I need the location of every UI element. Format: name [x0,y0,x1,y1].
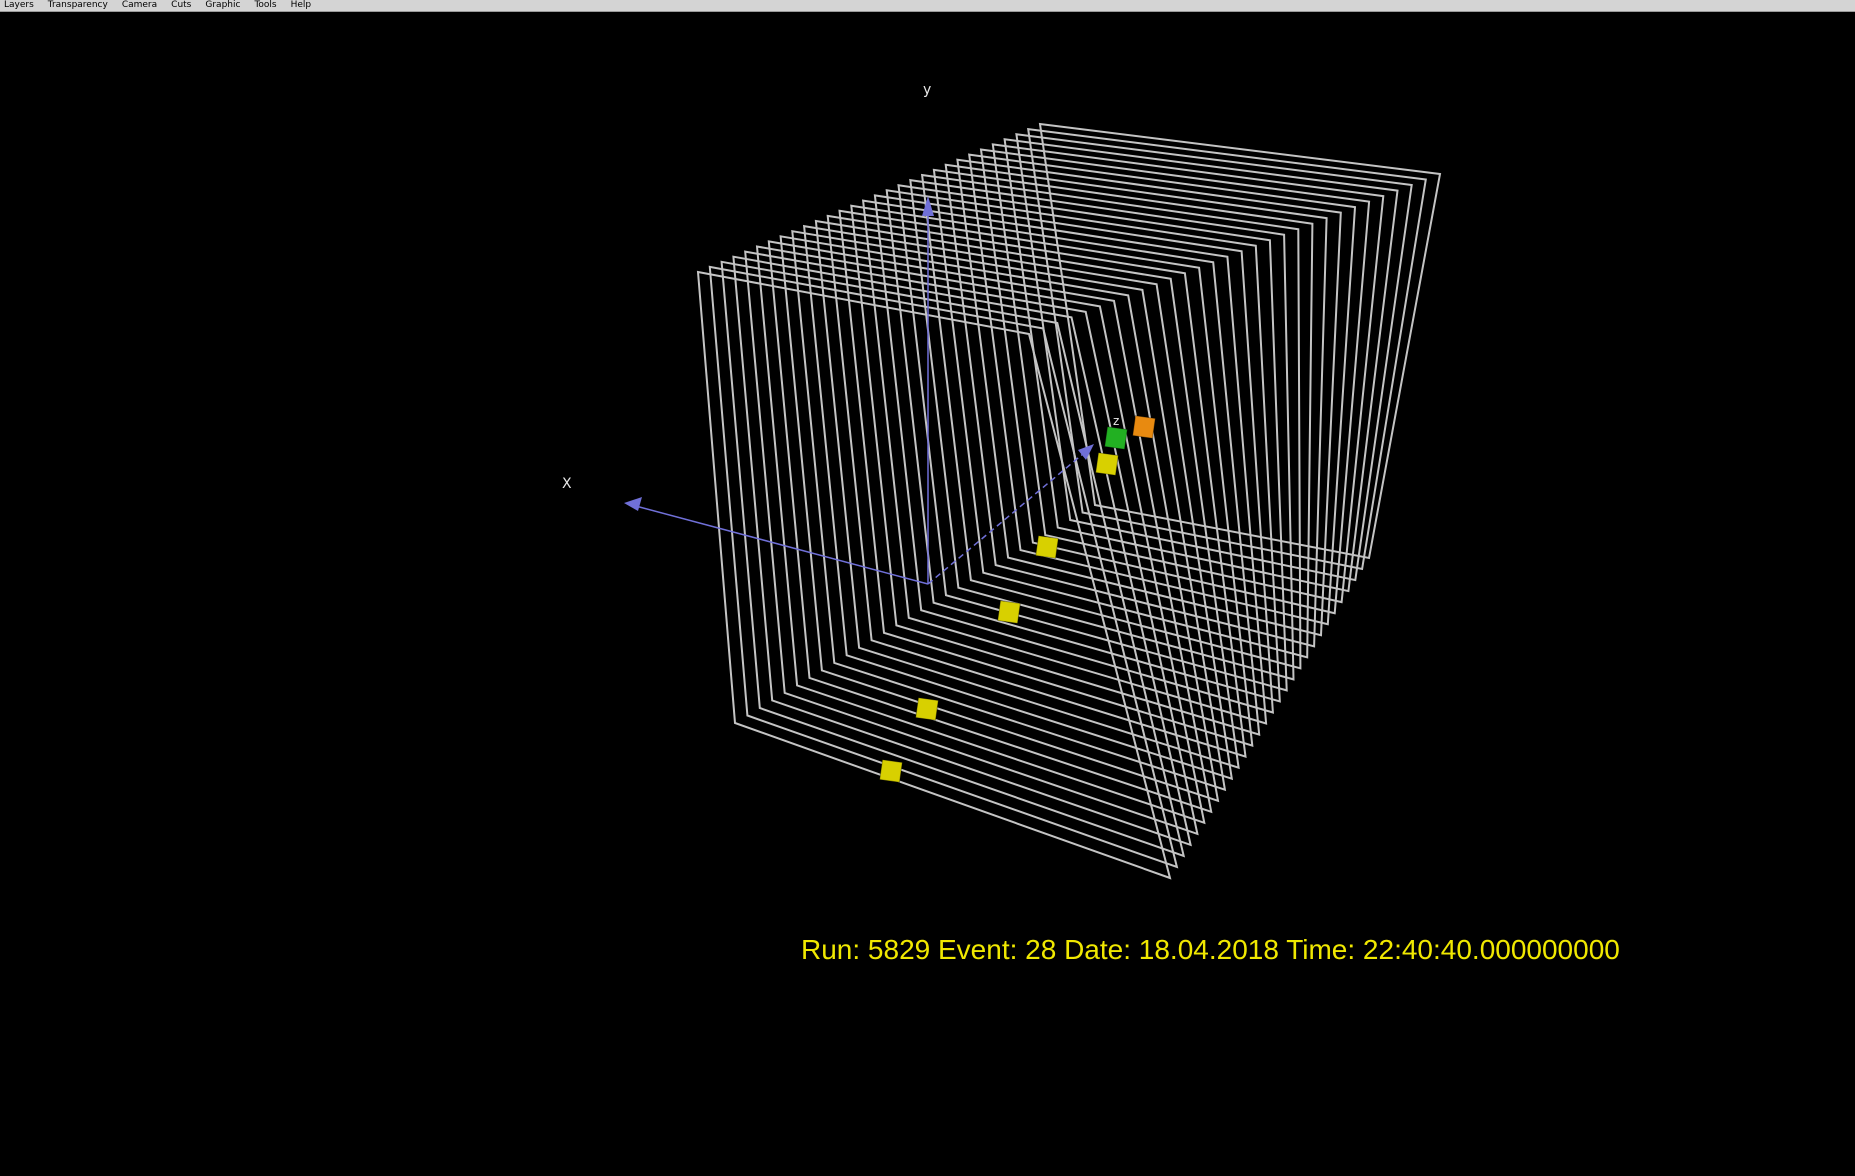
detector-frame [1027,127,1427,571]
hit-marker [997,600,1021,624]
detector-frame [732,255,1192,847]
x-axis-line [631,504,929,585]
detector-frames [696,122,1442,880]
hit-marker [1035,535,1059,559]
detector-frame [696,270,1172,880]
menu-graphic[interactable]: Graphic [205,0,241,10]
detector-frame [991,143,1385,604]
menu-layers[interactable]: Layers [4,0,34,10]
hit-marker [1095,452,1119,476]
detector-frame [791,229,1227,792]
detector-frame [1015,133,1413,582]
detector-frame [744,250,1199,836]
detector-frame [885,189,1281,703]
detector-frame [944,163,1328,648]
y-axis-label: y [923,82,932,98]
detector-frame [909,178,1295,681]
event-info-text: Run: 5829 Event: 28 Date: 18.04.2018 Tim… [801,934,1620,965]
detector-frame [897,184,1288,692]
detector-frame [814,219,1240,770]
detector-frame [1038,122,1442,560]
detector-frame [755,245,1206,825]
z-axis-label: z [1113,414,1120,428]
detector-frame [838,209,1254,748]
detector-frame [767,240,1213,814]
menu-help[interactable]: Help [290,0,312,10]
detector-frame [779,235,1220,803]
menu-transparency[interactable]: Transparency [47,0,108,10]
hit-markers [879,415,1156,783]
detector-frame [850,204,1261,736]
menu-cuts[interactable]: Cuts [171,0,192,10]
menu-camera[interactable]: Camera [121,0,158,10]
detector-frame [708,265,1179,869]
detector-frame [932,168,1314,659]
detector-frame [1003,138,1399,593]
menu-bar: Layers Transparency Camera Cuts Graphic … [0,0,1855,12]
hit-marker [915,697,939,721]
y-axis-arrow-icon [922,196,934,216]
detector-frame [802,224,1234,781]
detector-frame [861,199,1268,725]
x-axis-arrow-icon [624,497,642,511]
hit-marker [879,759,903,783]
detector-frame [720,260,1186,858]
coordinate-axes [624,196,1094,585]
z-axis-line [927,447,1091,585]
hit-marker [1104,426,1128,450]
detector-frame [826,214,1247,759]
z-axis-arrow-icon [1078,444,1094,460]
detector-frame [920,173,1302,670]
menu-tools[interactable]: Tools [254,0,277,10]
detector-frame [968,153,1357,626]
detector-frame [873,194,1274,714]
x-axis-label: X [562,476,572,492]
3d-event-display[interactable]: y X z Run: 5829 Event: 28 Date: 18.04.20… [0,12,1855,1176]
detector-frame [979,148,1371,615]
hit-marker [1132,415,1156,439]
detector-frame [956,158,1342,637]
